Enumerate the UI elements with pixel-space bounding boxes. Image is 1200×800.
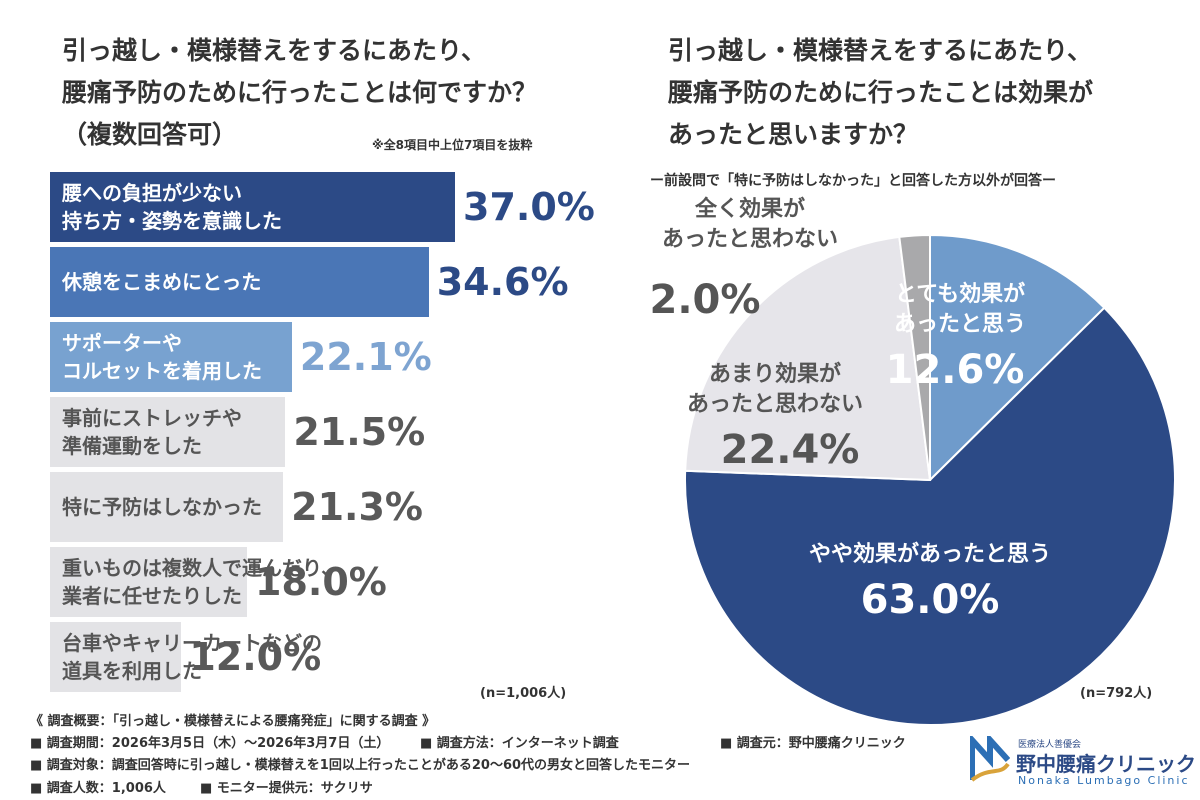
pie-sample: (n=792人)	[1080, 686, 1153, 701]
pie-slice	[898, 233, 931, 481]
pie-title: 引っ越し・模様替えをするにあたり、 腰痛予防のために行ったことは効果が あったと…	[668, 36, 1094, 149]
bar	[50, 472, 284, 542]
slice-value: 63.0%	[860, 577, 1000, 623]
value-label: 18.0%	[255, 560, 387, 604]
slice-label: 全く効果が あったと思わない	[661, 197, 839, 252]
slice-label: あまり効果が あったと思わない	[686, 362, 864, 417]
bar	[50, 397, 286, 467]
bar-note: ※全8項目中上位7項目を抜粋	[372, 138, 533, 152]
pie-slice	[684, 235, 932, 482]
value-label: 21.3%	[291, 485, 423, 529]
pie-slice	[929, 233, 1106, 483]
bar	[50, 247, 429, 317]
value-label: 21.5%	[293, 410, 426, 454]
slice-value: 2.0%	[649, 277, 761, 323]
footer-heading: 《 調査概要：「引っ越し・模様替えによる腰痛発症」に関する調査 》	[30, 714, 436, 729]
pie-slice	[684, 306, 1176, 726]
slice-label: とても効果が あったと思う	[893, 282, 1027, 337]
logo-mark	[970, 736, 1010, 782]
bar-label: 台車やキャリーカートなどの 道具を利用した	[62, 631, 322, 683]
value-label: 37.0%	[463, 185, 595, 229]
bar	[50, 622, 182, 692]
bar	[50, 322, 292, 392]
bar-label: 重いものは複数人で運んだり、 業者に任せたりした	[62, 556, 342, 608]
slice-label: やや効果があったと思う	[808, 542, 1052, 567]
footer-provider: ■ モニター提供元：サクリサ	[200, 781, 373, 796]
footer-period: ■ 調査期間：2026年3月5日（木）～2026年3月7日（土）	[30, 736, 390, 751]
footer-count: ■ 調査人数：1,006人	[30, 781, 166, 796]
bar-sample: (n=1,006人)	[480, 686, 567, 701]
bar-label: 特に予防はしなかった	[62, 495, 262, 519]
value-label: 12.0%	[189, 635, 322, 679]
pie-subtitle: ー前設問で「特に予防はしなかった」と回答した方以外が回答ー	[650, 173, 1056, 189]
logo-corp: 医療法人善優会	[1018, 740, 1082, 750]
footer-target: ■ 調査対象：調査回答時に引っ越し・模様替えを1回以上行ったことがある20～60…	[30, 758, 691, 773]
slice-value: 12.6%	[885, 347, 1025, 393]
value-label: 34.6%	[436, 260, 569, 304]
bar	[50, 547, 248, 617]
footer-method: ■ 調査方法：インターネット調査	[420, 736, 619, 751]
bar-label: 休憩をこまめにとった	[62, 270, 262, 294]
bar	[50, 172, 455, 242]
bar-label: 事前にストレッチや 準備運動をした	[62, 406, 242, 458]
value-label: 22.1%	[299, 335, 432, 379]
bar-title: 引っ越し・模様替えをするにあたり、 腰痛予防のために行ったことは何ですか？ （複…	[62, 36, 538, 149]
bar-label: サポーターや コルセットを着用した	[62, 331, 262, 383]
logo-en: Nonaka Lumbago Clinic	[1018, 774, 1190, 787]
logo-name: 野中腰痛クリニック	[1016, 752, 1196, 776]
bar-label: 腰への負担が少ない 持ち方・姿勢を意識した	[62, 181, 282, 233]
footer-source: ■ 調査元：野中腰痛クリニック	[720, 736, 906, 751]
slice-value: 22.4%	[720, 427, 860, 473]
